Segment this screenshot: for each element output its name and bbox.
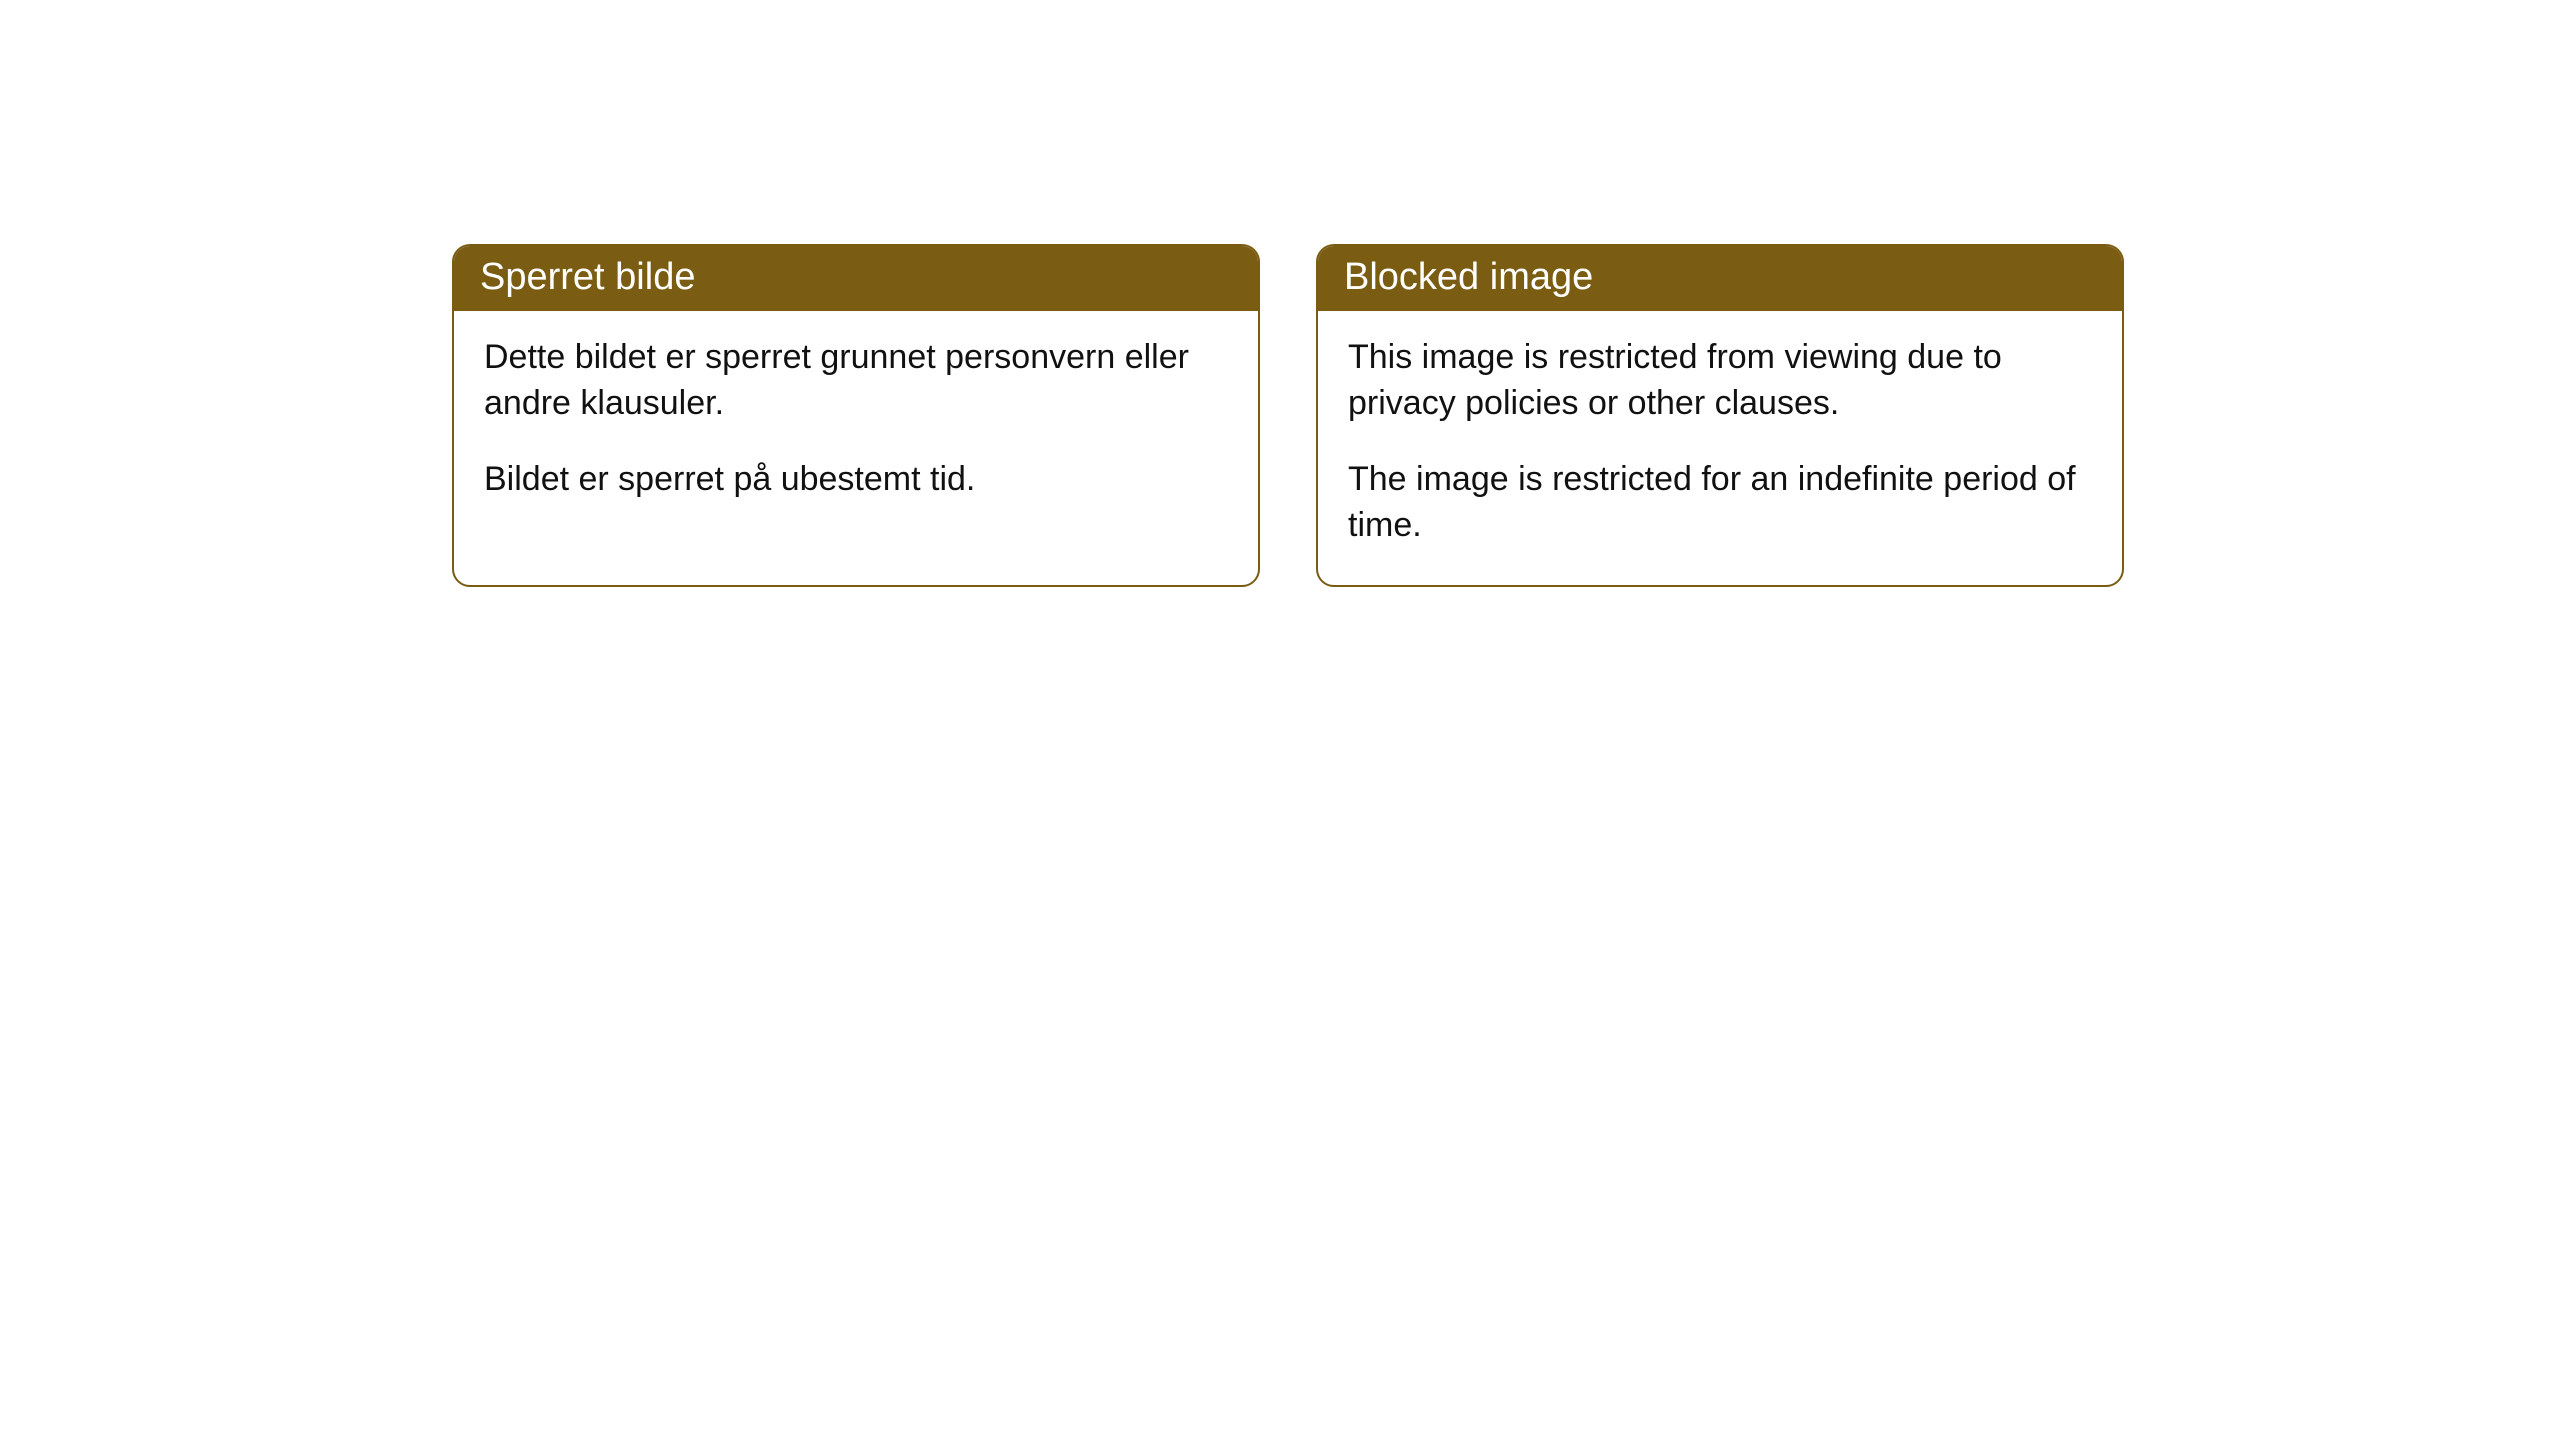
notice-text-no-1: Dette bildet er sperret grunnet personve… bbox=[484, 335, 1228, 427]
blocked-image-card-en: Blocked image This image is restricted f… bbox=[1316, 244, 2124, 587]
card-body-no: Dette bildet er sperret grunnet personve… bbox=[454, 311, 1258, 539]
notice-text-en-2: The image is restricted for an indefinit… bbox=[1348, 457, 2092, 549]
notice-text-en-1: This image is restricted from viewing du… bbox=[1348, 335, 2092, 427]
notice-container: Sperret bilde Dette bildet er sperret gr… bbox=[0, 0, 2560, 587]
card-header-en: Blocked image bbox=[1318, 246, 2122, 311]
card-body-en: This image is restricted from viewing du… bbox=[1318, 311, 2122, 585]
blocked-image-card-no: Sperret bilde Dette bildet er sperret gr… bbox=[452, 244, 1260, 587]
notice-text-no-2: Bildet er sperret på ubestemt tid. bbox=[484, 457, 1228, 503]
card-header-no: Sperret bilde bbox=[454, 246, 1258, 311]
